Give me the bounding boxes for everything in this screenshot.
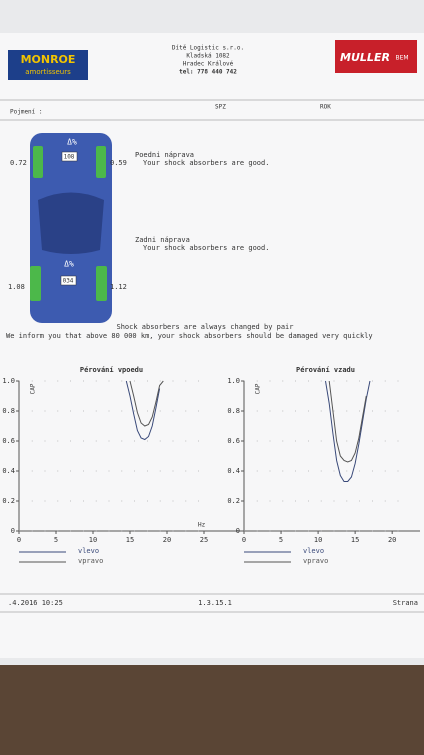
plate-field: SPZ bbox=[215, 104, 226, 111]
y-tick-label: 0 bbox=[236, 527, 240, 535]
series-line bbox=[325, 380, 371, 482]
rear-result: Your shock absorbers are good. bbox=[143, 244, 269, 252]
year-field: ROK bbox=[320, 104, 331, 111]
x-tick-label: 20 bbox=[388, 536, 396, 544]
series-line bbox=[129, 380, 164, 427]
series-line bbox=[125, 380, 161, 441]
x-tick-label: 10 bbox=[89, 536, 97, 544]
rear-center: 034 bbox=[63, 278, 74, 285]
legend-label: vpravo bbox=[303, 557, 328, 565]
note: Shock absorbers are always changed by pa… bbox=[116, 323, 293, 331]
note: We inform you that above 80 000 km, your… bbox=[6, 332, 373, 340]
footer-date: .4.2016 10:25 bbox=[8, 599, 63, 607]
front-left: 0.72 bbox=[10, 159, 27, 167]
chart-title: Pérování vzadu bbox=[296, 366, 355, 374]
x-tick-label: 5 bbox=[54, 536, 58, 544]
legend-label: vpravo bbox=[78, 557, 103, 565]
logo-left-sub: amortisseurs bbox=[25, 68, 71, 76]
y-tick-label: 0.6 bbox=[227, 437, 240, 445]
series-line bbox=[328, 380, 367, 463]
y-tick-label: 0.8 bbox=[2, 407, 15, 415]
delta-icon: Δ% bbox=[64, 260, 74, 269]
logo-left-text: MONROE bbox=[21, 53, 76, 66]
y-tick-label: 0.8 bbox=[227, 407, 240, 415]
delta-icon: Δ% bbox=[67, 138, 77, 147]
y-axis-label: CAP bbox=[30, 383, 37, 394]
city: Hradec Králové bbox=[183, 61, 234, 68]
x-tick-label: 10 bbox=[314, 536, 322, 544]
front-right: 0.59 bbox=[110, 159, 127, 167]
legend-label: vlevo bbox=[78, 547, 99, 555]
front-result: Your shock absorbers are good. bbox=[143, 159, 269, 167]
legend-label: vlevo bbox=[303, 547, 324, 555]
x-tick-label: 20 bbox=[163, 536, 171, 544]
car bbox=[30, 133, 112, 323]
table bbox=[0, 660, 424, 755]
y-axis-label: CAP bbox=[255, 383, 262, 394]
wheel bbox=[33, 146, 43, 178]
logo-right-text: MULLER bbox=[340, 51, 390, 64]
y-tick-label: 0.2 bbox=[2, 497, 15, 505]
x-tick-label: 15 bbox=[126, 536, 134, 544]
y-tick-label: 0.2 bbox=[227, 497, 240, 505]
x-tick-label: 15 bbox=[351, 536, 359, 544]
y-tick-label: 0.4 bbox=[2, 467, 15, 475]
sheet bbox=[0, 33, 424, 658]
footer-page: Strana bbox=[393, 599, 418, 607]
y-tick-label: 0 bbox=[11, 527, 15, 535]
name-field: Pojmení : bbox=[10, 109, 43, 116]
value-box bbox=[60, 275, 77, 286]
rear-left: 1.08 bbox=[8, 283, 25, 291]
logo-left bbox=[8, 50, 88, 80]
front-center: 108 bbox=[64, 154, 75, 161]
company: Dítě Logistic s.r.o. bbox=[172, 45, 244, 52]
front-axle: Poedni náprava bbox=[135, 151, 194, 159]
footer-version: 1.3.15.1 bbox=[198, 599, 232, 607]
y-tick-label: 0.6 bbox=[2, 437, 15, 445]
x-tick-label: 0 bbox=[17, 536, 21, 544]
rear-right: 1.12 bbox=[110, 283, 127, 291]
x-tick-label: 0 bbox=[242, 536, 246, 544]
car-cabin bbox=[38, 192, 104, 254]
rear-axle: Zadni náprava bbox=[135, 236, 190, 244]
wheel bbox=[30, 266, 41, 301]
y-tick-label: 1.0 bbox=[2, 377, 15, 385]
y-tick-label: 1.0 bbox=[227, 377, 240, 385]
logo-right bbox=[335, 40, 417, 73]
x-axis-label: Hz bbox=[198, 522, 206, 529]
logo-right-sub: BEM bbox=[395, 55, 408, 62]
phone: tel: 778 440 742 bbox=[179, 69, 237, 76]
x-tick-label: 5 bbox=[279, 536, 283, 544]
chart-title: Pérování vpoedu bbox=[80, 366, 143, 374]
street: Kladská 1082 bbox=[186, 53, 230, 60]
x-tick-label: 25 bbox=[200, 536, 208, 544]
value-box bbox=[61, 151, 78, 162]
wheel bbox=[96, 146, 106, 178]
wheel bbox=[96, 266, 107, 301]
y-tick-label: 0.4 bbox=[227, 467, 240, 475]
